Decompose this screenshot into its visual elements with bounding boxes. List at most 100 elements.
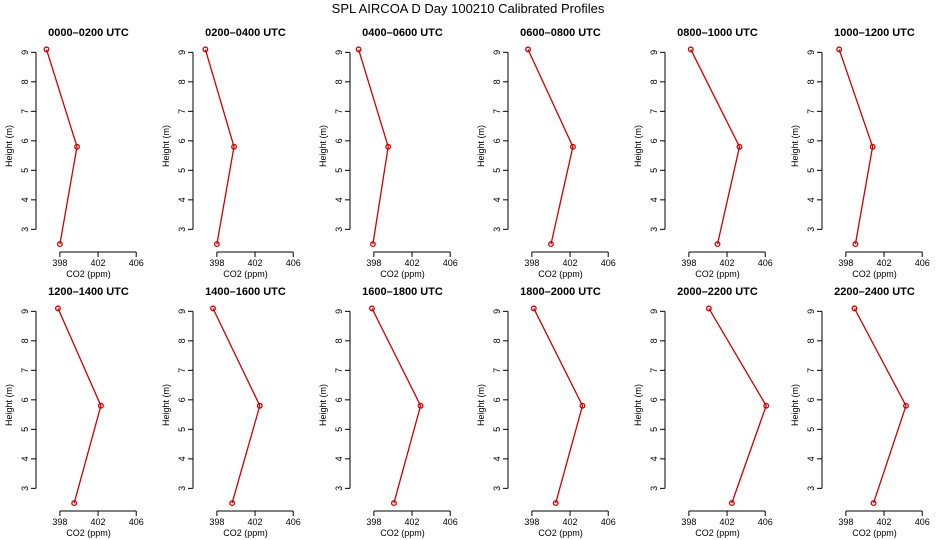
x-tick-label: 402 xyxy=(720,258,735,268)
profile-point xyxy=(552,500,559,507)
y-tick-label: 9 xyxy=(492,50,502,55)
y-axis-label: Height (m) xyxy=(790,384,800,426)
y-tick-label: 9 xyxy=(177,309,187,314)
y-tick-label: 6 xyxy=(20,138,30,143)
y-tick-label: 6 xyxy=(20,397,30,402)
y-tick-label: 4 xyxy=(177,197,187,202)
y-tick-label: 6 xyxy=(334,397,344,402)
y-axis-label: Height (m) xyxy=(4,384,14,426)
y-tick-label: 3 xyxy=(806,486,816,491)
x-axis-label: CO2 (ppm) xyxy=(852,528,897,538)
profile-point xyxy=(548,241,554,248)
profile-line xyxy=(212,308,261,504)
x-tick-label: 406 xyxy=(129,517,144,527)
profile-point xyxy=(355,46,362,53)
x-tick-label: 398 xyxy=(52,517,67,527)
y-tick-label: 3 xyxy=(649,486,659,491)
y-tick-label: 5 xyxy=(806,168,816,173)
panel-3: 0600–0800 UTC 3 4 5 6 7 8 9 Height (m) 398 402 406 C… xyxy=(476,27,616,279)
x-tick-label: 402 xyxy=(563,258,578,268)
y-tick-label: 7 xyxy=(492,109,502,114)
profile-point xyxy=(202,46,209,53)
y-tick-label: 9 xyxy=(649,309,659,314)
profile-point xyxy=(43,46,50,53)
y-tick-label: 7 xyxy=(649,109,659,114)
profile-point xyxy=(714,241,721,248)
panel-1: 0200–0400 UTC 3 4 5 6 7 8 9 Height (m) 398 402 406 C… xyxy=(161,27,301,279)
x-tick-label: 398 xyxy=(366,258,381,268)
y-tick-label: 4 xyxy=(492,197,502,202)
y-tick-label: 7 xyxy=(649,368,659,373)
y-tick-label: 6 xyxy=(334,138,344,143)
x-tick-label: 402 xyxy=(877,258,892,268)
profile-point xyxy=(97,402,104,409)
profile-line xyxy=(204,49,235,245)
x-tick-label: 398 xyxy=(681,517,696,527)
profile-point xyxy=(569,143,576,150)
x-tick-label: 398 xyxy=(838,517,853,527)
x-tick-label: 406 xyxy=(758,517,773,527)
x-tick-label: 398 xyxy=(366,517,381,527)
y-tick-label: 8 xyxy=(492,338,502,343)
x-axis-label: CO2 (ppm) xyxy=(223,269,268,279)
panel-4: 0800–1000 UTC 3 4 5 6 7 8 9 Height (m) 398 402 406 C… xyxy=(633,27,773,279)
profile-point xyxy=(56,241,63,248)
y-tick-label: 3 xyxy=(492,486,502,491)
y-tick-label: 4 xyxy=(806,197,816,202)
y-tick-label: 7 xyxy=(806,368,816,373)
y-tick-label: 3 xyxy=(806,227,816,232)
panel-2: 0400–0600 UTC 3 4 5 6 7 8 9 Height (m) 398 402 406 C… xyxy=(318,27,458,279)
y-tick-label: 8 xyxy=(177,338,187,343)
profile-point xyxy=(210,305,216,312)
y-axis-label: Height (m) xyxy=(633,125,643,167)
y-tick-label: 7 xyxy=(334,368,344,373)
y-axis-label: Height (m) xyxy=(633,384,643,426)
y-tick-label: 3 xyxy=(177,486,187,491)
x-axis-label: CO2 (ppm) xyxy=(380,528,425,538)
x-tick-label: 398 xyxy=(209,517,224,527)
panel-title: 2200–2400 UTC xyxy=(834,286,915,298)
y-tick-label: 9 xyxy=(492,309,502,314)
x-tick-label: 398 xyxy=(52,258,67,268)
y-axis-label: Height (m) xyxy=(790,125,800,167)
x-tick-label: 406 xyxy=(915,517,930,527)
y-axis-label: Height (m) xyxy=(318,384,328,426)
x-tick-label: 406 xyxy=(915,258,930,268)
panel-title: 1800–2000 UTC xyxy=(520,286,601,298)
y-tick-label: 4 xyxy=(649,456,659,461)
y-tick-label: 5 xyxy=(334,168,344,173)
y-tick-label: 3 xyxy=(334,227,344,232)
panel-9: 1800–2000 UTC 3 4 5 6 7 8 9 Height (m) 398 402 406 C… xyxy=(476,286,616,538)
profile-point xyxy=(763,402,770,409)
x-tick-label: 398 xyxy=(838,258,853,268)
y-tick-label: 7 xyxy=(20,109,30,114)
panel-title: 1600–1800 UTC xyxy=(362,286,443,298)
y-tick-label: 6 xyxy=(649,397,659,402)
panel-title: 1200–1400 UTC xyxy=(48,286,129,298)
profile-line xyxy=(57,308,102,504)
panel-title: 1000–1200 UTC xyxy=(834,27,915,39)
profile-line xyxy=(371,308,422,504)
y-tick-label: 7 xyxy=(177,368,187,373)
panel-title: 0800–1000 UTC xyxy=(677,27,758,39)
profile-point xyxy=(229,500,236,507)
figure-title: SPL AIRCOA D Day 100210 Calibrated Profi… xyxy=(332,1,605,16)
panel-0: 0000–0200 UTC 3 4 5 6 7 8 9 Height (m) 398 402 406 C… xyxy=(4,27,144,279)
y-tick-label: 8 xyxy=(334,79,344,84)
x-tick-label: 398 xyxy=(209,258,224,268)
profile-line xyxy=(527,49,574,245)
profile-line xyxy=(853,308,907,504)
panel-11: 2200–2400 UTC 3 4 5 6 7 8 9 Height (m) 398 402 406 C… xyxy=(790,286,930,538)
y-tick-label: 9 xyxy=(649,50,659,55)
x-tick-label: 398 xyxy=(524,258,539,268)
panel-title: 0200–0400 UTC xyxy=(205,27,286,39)
x-tick-label: 398 xyxy=(681,258,696,268)
y-tick-label: 6 xyxy=(649,138,659,143)
x-tick-label: 402 xyxy=(405,258,420,268)
panel-10: 2000–2200 UTC 3 4 5 6 7 8 9 Height (m) 398 402 406 C… xyxy=(633,286,773,538)
y-tick-label: 4 xyxy=(492,456,502,461)
x-tick-label: 406 xyxy=(758,258,773,268)
panel-title: 0600–0800 UTC xyxy=(520,27,601,39)
y-axis-label: Height (m) xyxy=(4,125,14,167)
